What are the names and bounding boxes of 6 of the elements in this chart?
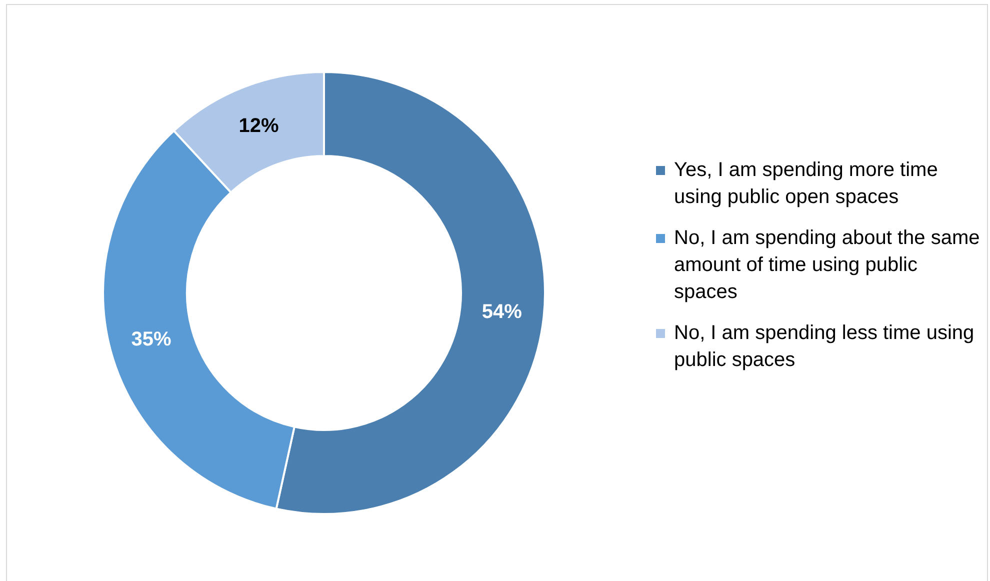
data-label: 54% (482, 300, 522, 323)
legend-label: Yes, I am spending more time using public open spaces (674, 159, 938, 208)
data-label: 35% (131, 328, 172, 350)
legend-label: No, I am spending less time using public spaces (674, 322, 974, 371)
legend-label: No, I am spending about the same amount of time using public spaces (674, 227, 980, 303)
data-label: 12% (238, 114, 279, 137)
